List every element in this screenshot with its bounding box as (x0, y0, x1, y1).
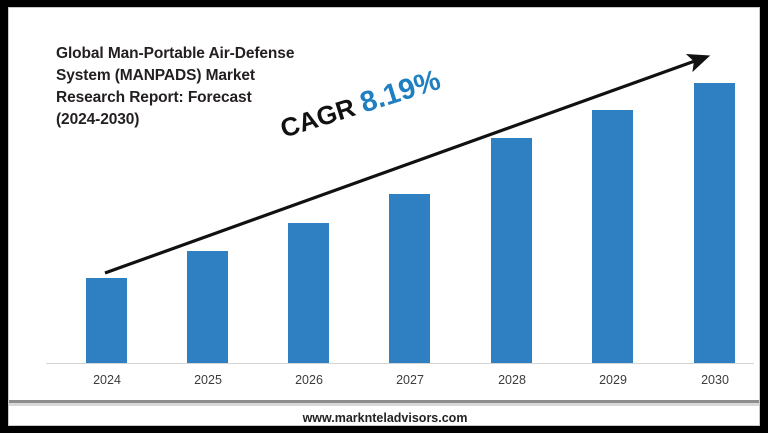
plot-area (9, 8, 759, 364)
x-axis-tick-2028: 2028 (498, 373, 526, 387)
bar-2030 (694, 83, 735, 364)
x-axis-line (46, 363, 754, 364)
x-axis-labels: 2024 2025 2026 2027 2028 2029 2030 (9, 373, 759, 397)
bar-2026 (288, 223, 329, 364)
x-axis-tick-2027: 2027 (396, 373, 424, 387)
footer-website: www.marknteladvisors.com (302, 411, 468, 425)
bar-series (9, 8, 759, 364)
footer-divider (9, 398, 759, 409)
bar-2029 (592, 110, 633, 364)
x-axis-tick-2030: 2030 (701, 373, 729, 387)
bar-2027 (389, 194, 430, 364)
x-axis-tick-2029: 2029 (599, 373, 627, 387)
x-axis-tick-2024: 2024 (93, 373, 121, 387)
chart-canvas: Global Man-Portable Air-Defense System (… (8, 7, 760, 426)
bar-2024 (86, 278, 127, 364)
x-axis-tick-2025: 2025 (194, 373, 222, 387)
bar-2028 (491, 138, 532, 364)
x-axis-tick-2026: 2026 (295, 373, 323, 387)
bar-2025 (187, 251, 228, 364)
